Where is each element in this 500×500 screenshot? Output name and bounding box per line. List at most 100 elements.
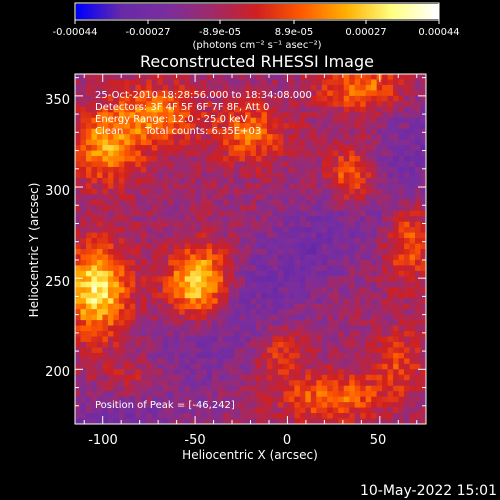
heatmap-cell — [245, 347, 251, 354]
heatmap-cell — [261, 298, 268, 305]
heatmap-cell — [184, 188, 191, 195]
heatmap-cell — [360, 265, 367, 272]
heatmap-cell — [118, 320, 125, 326]
heatmap-cell — [277, 90, 284, 97]
heatmap-cell — [393, 221, 399, 228]
heatmap-cell — [107, 74, 114, 80]
heatmap-cell — [201, 374, 208, 381]
heatmap-cell — [409, 139, 416, 146]
heatmap-cell — [124, 205, 131, 212]
heatmap-cell — [228, 396, 235, 403]
heatmap-cell — [129, 221, 136, 228]
heatmap-cell — [212, 161, 218, 168]
heatmap-cell — [332, 358, 339, 365]
heatmap-cell — [283, 145, 290, 151]
heatmap-cell — [343, 352, 350, 359]
heatmap-cell — [190, 331, 197, 337]
heatmap-cell — [124, 123, 131, 130]
colorbar-swatch — [93, 4, 98, 19]
colorbar-swatch — [117, 4, 122, 19]
heatmap-cell — [332, 84, 339, 91]
heatmap-cell — [420, 156, 427, 162]
heatmap-cell — [420, 254, 427, 261]
heatmap-cell — [294, 402, 301, 408]
heatmap-cell — [228, 341, 235, 348]
heatmap-cell — [212, 374, 218, 381]
heatmap-cell — [255, 385, 262, 392]
heatmap-cell — [338, 254, 345, 261]
heatmap-cell — [294, 145, 301, 151]
heatmap-cell — [113, 123, 120, 130]
heatmap-cell — [277, 347, 284, 354]
colorbar-swatch — [237, 4, 242, 19]
heatmap-cell — [217, 227, 224, 233]
heatmap-cell — [217, 413, 224, 419]
heatmap-cell — [234, 172, 240, 179]
heatmap-cell — [195, 238, 202, 244]
heatmap-cell — [305, 303, 312, 310]
heatmap-cell — [338, 276, 345, 283]
heatmap-cell — [409, 352, 416, 359]
heatmap-cell — [349, 166, 356, 173]
heatmap-cell — [272, 287, 279, 294]
heatmap-cell — [80, 347, 87, 354]
heatmap-cell — [129, 188, 136, 195]
heatmap-cell — [420, 194, 427, 201]
heatmap-cell — [217, 380, 224, 387]
heatmap-cell — [283, 188, 290, 195]
heatmap-cell — [80, 325, 87, 332]
heatmap-cell — [217, 117, 224, 124]
heatmap-cell — [75, 385, 81, 392]
heatmap-cell — [206, 391, 213, 398]
heatmap-cell — [420, 391, 427, 398]
heatmap-cell — [135, 391, 142, 398]
heatmap-cell — [305, 216, 312, 223]
heatmap-cell — [135, 341, 142, 348]
heatmap-cell — [316, 347, 323, 354]
heatmap-cell — [365, 341, 372, 348]
heatmap-cell — [327, 205, 334, 212]
heatmap-cell — [299, 391, 306, 398]
heatmap-cell — [255, 396, 262, 403]
heatmap-cell — [135, 161, 142, 168]
heatmap-cell — [409, 314, 416, 321]
heatmap-cell — [217, 188, 224, 195]
heatmap-cell — [179, 358, 186, 365]
heatmap-cell — [91, 117, 98, 124]
heatmap-cell — [310, 199, 317, 206]
heatmap-cell — [299, 249, 306, 255]
heatmap-cell — [288, 352, 295, 359]
heatmap-cell — [91, 128, 98, 135]
heatmap-cell — [118, 341, 125, 348]
heatmap-cell — [288, 199, 295, 206]
heatmap-cell — [382, 276, 389, 283]
heatmap-cell — [382, 374, 389, 381]
colorbar-swatch — [318, 4, 322, 19]
heatmap-cell — [201, 281, 208, 288]
heatmap-cell — [299, 385, 306, 392]
heatmap-cell — [338, 112, 345, 119]
heatmap-cell — [195, 352, 202, 359]
heatmap-cell — [316, 156, 323, 162]
heatmap-cell — [157, 298, 164, 305]
heatmap-cell — [206, 221, 213, 228]
heatmap-cell — [398, 407, 405, 414]
heatmap-cell — [190, 227, 197, 233]
heatmap-cell — [129, 227, 136, 233]
heatmap-cell — [404, 249, 410, 255]
heatmap-cell — [349, 161, 356, 168]
heatmap-cell — [393, 123, 399, 130]
heatmap-cell — [272, 303, 279, 310]
heatmap-cell — [168, 320, 175, 326]
heatmap-cell — [234, 183, 240, 190]
heatmap-cell — [162, 205, 169, 212]
heatmap-cell — [387, 276, 394, 283]
heatmap-cell — [80, 210, 87, 217]
heatmap-cell — [124, 380, 131, 387]
heatmap-cell — [107, 309, 114, 316]
heatmap-cell — [338, 128, 345, 135]
heatmap-cell — [129, 177, 136, 184]
heatmap-cell — [173, 325, 180, 332]
heatmap-cell — [283, 358, 290, 365]
heatmap-cell — [294, 112, 301, 119]
